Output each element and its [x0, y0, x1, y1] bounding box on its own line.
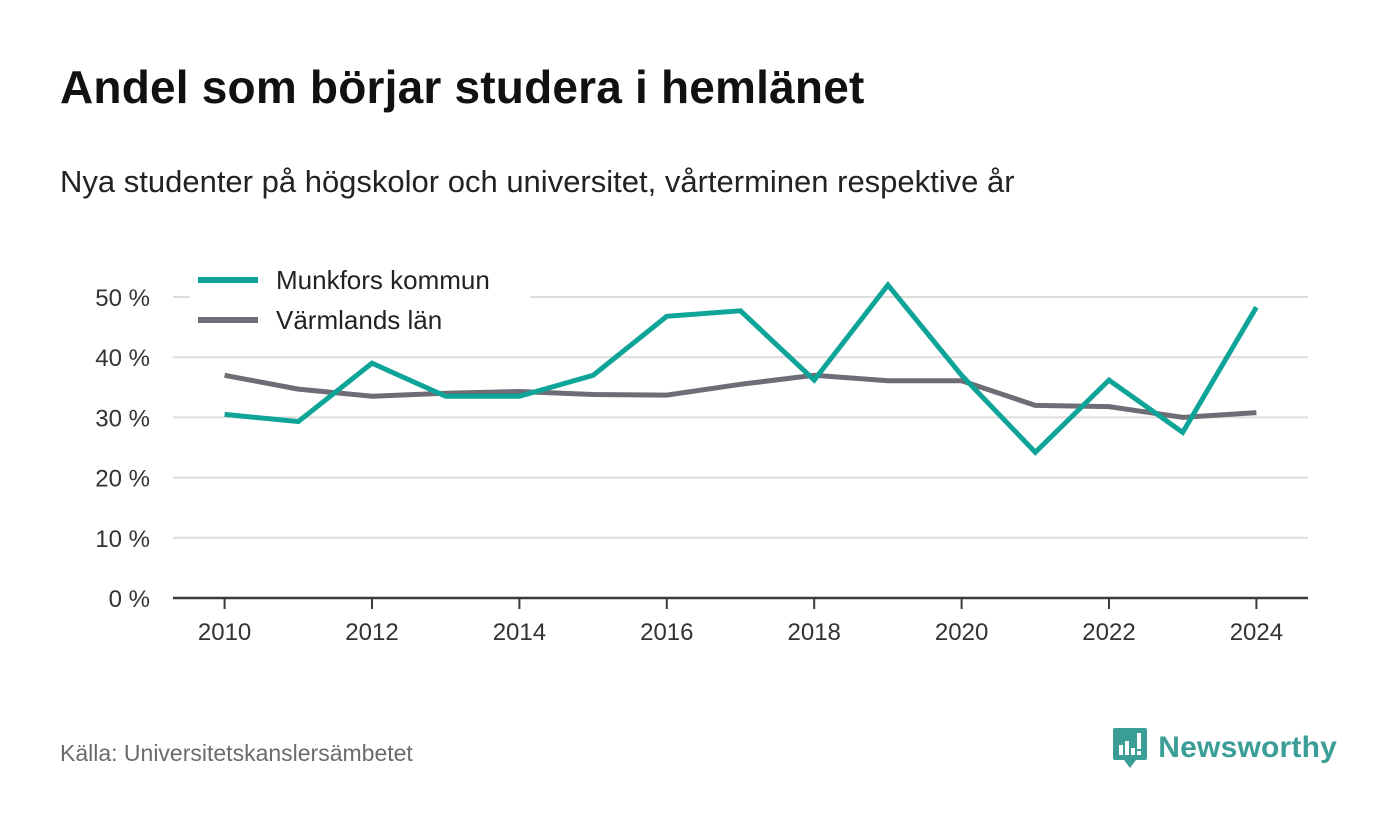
brand-name: Newsworthy [1158, 731, 1337, 764]
legend-label: Värmlands län [276, 305, 442, 335]
x-tick-label: 2018 [788, 619, 841, 646]
newsworthy-logo-icon [1113, 728, 1148, 768]
x-tick-label: 2020 [935, 619, 988, 646]
y-tick-label: 0 % [109, 586, 150, 613]
line-chart: 0 % 10 % 20 % 30 % 40 % 50 % 2010 2012 2014 2016 2… [95, 262, 1308, 646]
y-tick-label: 20 % [95, 466, 150, 493]
legend: Munkfors kommun Värmlands län [190, 262, 530, 342]
chart-subtitle: Nya studenter på högskolor och universit… [60, 164, 1015, 199]
y-tick-label: 10 % [95, 526, 150, 553]
legend-label: Munkfors kommun [276, 265, 490, 295]
brand-logo: Newsworthy [1112, 726, 1337, 770]
legend-background [190, 262, 530, 342]
series-lines [224, 280, 1259, 456]
x-tick-label: 2010 [198, 619, 251, 646]
x-tick-label: 2022 [1082, 619, 1135, 646]
y-tick-label: 30 % [95, 405, 150, 432]
chart-title: Andel som börjar studera i hemlänet [60, 61, 865, 113]
source-note: Källa: Universitetskanslersämbetet [60, 740, 413, 766]
y-tick-label: 40 % [95, 345, 150, 372]
x-tick-label: 2012 [345, 619, 398, 646]
y-tick-label: 50 % [95, 285, 150, 312]
series-line-varmland [224, 372, 1257, 420]
x-tick-label: 2016 [640, 619, 693, 646]
x-tick-label: 2024 [1230, 619, 1283, 646]
axes: 0 % 10 % 20 % 30 % 40 % 50 % 2010 2012 2014 2016 2… [95, 285, 1308, 646]
x-tick-label: 2014 [493, 619, 546, 646]
series-line-munkfors [224, 280, 1259, 456]
